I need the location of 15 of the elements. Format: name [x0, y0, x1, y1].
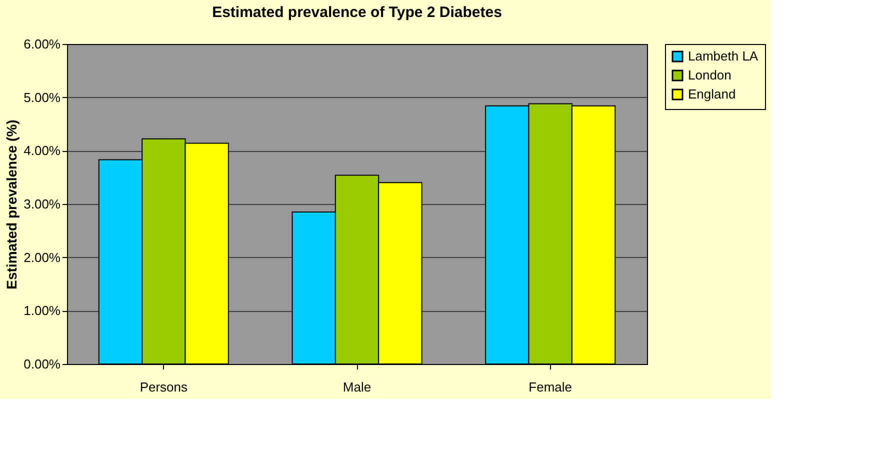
x-tick-label: Female [528, 380, 572, 394]
y-tick-label: 0.00% [24, 356, 61, 372]
legend-label: England [688, 86, 736, 102]
legend-label: London [688, 68, 732, 82]
chart-title: Estimated prevalence of Type 2 Diabetes [212, 4, 502, 21]
y-tick-label: 3.00% [24, 196, 61, 212]
y-tick-label: 6.00% [24, 36, 61, 52]
legend-label: Lambeth LA [688, 48, 758, 64]
y-tick-label: 2.00% [24, 250, 61, 265]
y-tick-label: 1.00% [24, 303, 61, 318]
y-tick-label: 4.00% [24, 143, 61, 158]
x-tick-label: Persons [140, 380, 188, 394]
x-tick-label: Male [342, 380, 372, 394]
y-axis-title: Estimated prevalence (%) [4, 120, 20, 290]
y-tick-label: 5.00% [24, 90, 61, 105]
